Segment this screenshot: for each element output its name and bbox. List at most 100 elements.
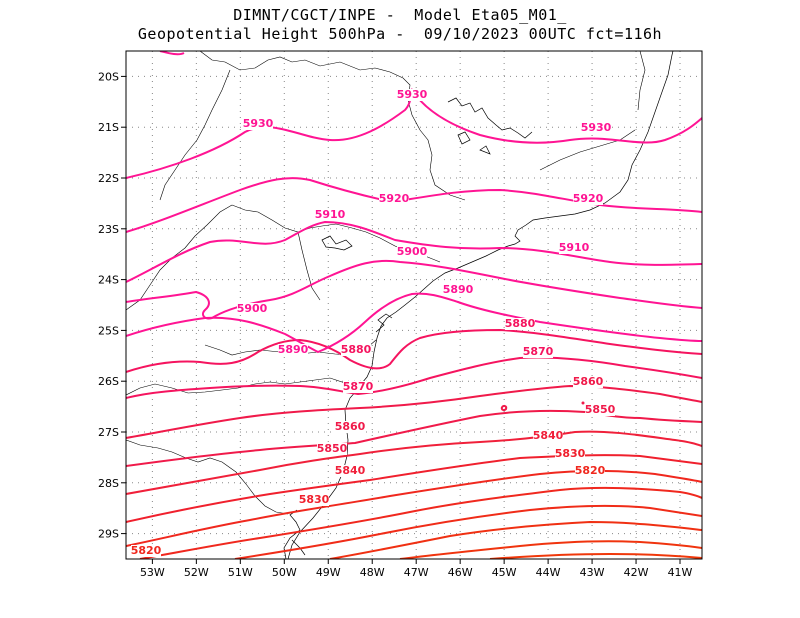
state-border-mg-sp [199, 51, 466, 201]
contour-line-5820 [126, 470, 702, 547]
border-inland [637, 51, 646, 111]
contour-label-background [317, 443, 347, 455]
lon-tick-label: 46W [448, 566, 473, 579]
lat-tick-label: 21S [98, 121, 119, 134]
lat-tick-label: 28S [98, 477, 119, 490]
state-border-sp-mg [196, 69, 231, 141]
contour-label: 5910 [559, 241, 590, 254]
contour-label-background [581, 122, 611, 134]
contour-label: 5900 [397, 245, 428, 258]
graticule [126, 51, 702, 559]
contour-label-background [443, 284, 473, 296]
lat-tick-label: 25S [98, 324, 119, 337]
contour-label: 5840 [533, 429, 564, 442]
lon-tick-label: 51W [228, 566, 253, 579]
state-border-ms-pr [297, 231, 321, 301]
contour-label-background [397, 246, 427, 258]
lat-tick-label: 26S [98, 375, 119, 388]
contour-line-5930 [159, 51, 185, 56]
contour-label-background [575, 465, 605, 477]
contour-line-5880 [126, 328, 702, 373]
state-border-ms-sp [159, 139, 198, 201]
lat-tick-label: 27S [98, 426, 119, 439]
contour-label: 5920 [379, 192, 410, 205]
contour-label: 5820 [131, 544, 162, 557]
lon-tick-label: 47W [404, 566, 429, 579]
lon-tick-label: 48W [360, 566, 385, 579]
contour-line-5860 [126, 384, 702, 439]
contour-line-5930 [126, 87, 702, 179]
contour-label-background [341, 344, 371, 356]
contour-label-background [243, 118, 273, 130]
lat-tick-label: 29S [98, 528, 119, 541]
axis-ticks: 53W 52W 51W 50W 49W 48W 47W 46W 45W 44W 43W 42W 41W 2… [98, 70, 693, 579]
contour-label: 5900 [237, 302, 268, 315]
contour-label: 5890 [278, 343, 309, 356]
contour-label: 5840 [335, 464, 366, 477]
contour-label: 5890 [443, 283, 474, 296]
contour-label-background [237, 303, 267, 315]
title-line-2: Geopotential Height 500hPa - 09/10/2023 … [137, 25, 663, 43]
contour-label: 5930 [397, 88, 428, 101]
contour-label: 5910 [315, 208, 346, 221]
lat-tick-label: 20S [98, 70, 119, 83]
lat-tick-label: 22S [98, 172, 119, 185]
contour-label: 5850 [585, 403, 616, 416]
border-paraguay [126, 204, 233, 311]
contour-label-background [555, 448, 585, 460]
lat-tick-label: 24S [98, 274, 119, 287]
contour-line-5910 [126, 220, 702, 283]
contour-line-5920 [126, 177, 702, 233]
contour-label-background [397, 89, 427, 101]
contour-label-background [335, 465, 365, 477]
contour-label: 5860 [335, 420, 366, 433]
title-line-1: DIMNT/CGCT/INPE - Model Eta05_M01_ [233, 6, 567, 24]
contour-label: 5930 [243, 117, 274, 130]
contour-label-background [585, 404, 615, 416]
contour-line-extra4 [399, 540, 702, 559]
contour-line-5890 [126, 292, 702, 354]
contour-label: 5830 [299, 493, 330, 506]
contour-label: 5850 [317, 442, 348, 455]
contour-line-extra3 [329, 520, 702, 559]
bay-outline [375, 313, 393, 333]
contour-label-background [299, 494, 329, 506]
contour-line-extra1 [139, 486, 702, 559]
border-rj-es [539, 129, 636, 171]
contour-label-background [505, 318, 535, 330]
lon-tick-label: 50W [272, 566, 297, 579]
contour-line-5850 [126, 409, 702, 467]
lon-tick-label: 53W [140, 566, 165, 579]
contour-label: 5880 [341, 343, 372, 356]
contour-label: 5920 [573, 192, 604, 205]
contour-label: 5870 [523, 345, 554, 358]
contour-closed-cell [581, 401, 585, 405]
contour-label-background [131, 545, 161, 557]
contour-label-background [573, 193, 603, 205]
contour-label: 5860 [573, 375, 604, 388]
contour-label: 5830 [555, 447, 586, 460]
contour-label: 5930 [581, 121, 612, 134]
lon-tick-label: 43W [580, 566, 605, 579]
contour-line-extra2 [234, 504, 702, 559]
contour-label-background [523, 346, 553, 358]
contour-label: 5820 [575, 464, 606, 477]
contour-line-5830 [126, 454, 702, 523]
map-frame [125, 50, 703, 560]
contour-line-5870 [126, 356, 702, 399]
lat-tick-label: 23S [98, 223, 119, 236]
contour-line-5850 [500, 404, 508, 412]
island-outline [457, 131, 491, 155]
border-argentina [126, 439, 289, 515]
contour-line-5840 [126, 430, 702, 495]
contour-labels: 5930 5930 5930 5920 5920 5910 5910 5900 5900 5890… [131, 88, 616, 557]
contour-line-5900 [126, 259, 702, 320]
contour-label-background [573, 376, 603, 388]
lon-tick-label: 49W [316, 566, 341, 579]
lake-outline [321, 235, 353, 251]
contour-label-background [278, 344, 308, 356]
contour-line-extra5 [489, 552, 702, 559]
contour-label-background [315, 209, 345, 221]
